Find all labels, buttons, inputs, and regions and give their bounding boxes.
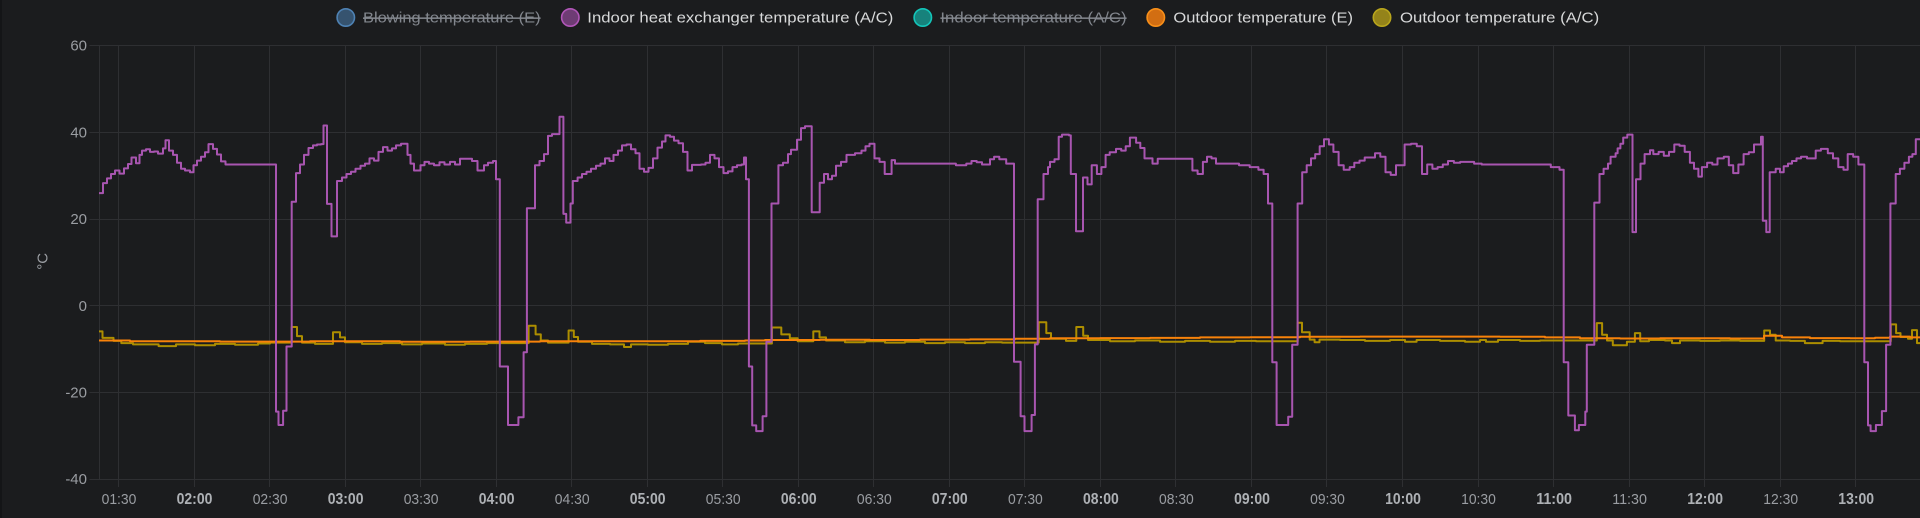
svg-text:Blowing temperature (E): Blowing temperature (E) [363, 10, 541, 27]
svg-text:08:00: 08:00 [1083, 491, 1119, 508]
svg-text:03:30: 03:30 [404, 491, 439, 508]
svg-text:12:30: 12:30 [1763, 491, 1798, 508]
svg-text:0: 0 [79, 298, 87, 315]
svg-text:11:00: 11:00 [1536, 491, 1572, 508]
svg-text:10:00: 10:00 [1385, 491, 1421, 508]
svg-text:12:00: 12:00 [1687, 491, 1723, 508]
svg-text:05:00: 05:00 [630, 491, 666, 508]
svg-text:-40: -40 [65, 471, 87, 488]
svg-text:°C: °C [35, 253, 52, 270]
svg-text:02:30: 02:30 [253, 491, 288, 508]
svg-text:-20: -20 [65, 385, 87, 402]
svg-text:01:30: 01:30 [102, 491, 137, 508]
svg-text:06:30: 06:30 [857, 491, 892, 508]
svg-text:03:00: 03:00 [328, 491, 364, 508]
svg-text:07:00: 07:00 [932, 491, 968, 508]
svg-text:09:00: 09:00 [1234, 491, 1270, 508]
svg-text:09:30: 09:30 [1310, 491, 1345, 508]
svg-text:13:00: 13:00 [1838, 491, 1874, 508]
svg-text:40: 40 [70, 124, 87, 141]
svg-text:08:30: 08:30 [1159, 491, 1194, 508]
svg-text:Indoor temperature (A/C): Indoor temperature (A/C) [940, 10, 1126, 27]
svg-text:Indoor heat exchanger temperat: Indoor heat exchanger temperature (A/C) [587, 10, 893, 27]
svg-text:07:30: 07:30 [1008, 491, 1043, 508]
svg-text:06:00: 06:00 [781, 491, 817, 508]
svg-text:Outdoor temperature (E): Outdoor temperature (E) [1173, 10, 1353, 27]
svg-text:60: 60 [70, 38, 87, 55]
svg-text:10:30: 10:30 [1461, 491, 1496, 508]
svg-text:11:30: 11:30 [1612, 491, 1647, 508]
svg-text:Outdoor temperature (A/C): Outdoor temperature (A/C) [1400, 10, 1599, 27]
svg-text:04:30: 04:30 [555, 491, 590, 508]
svg-text:20: 20 [70, 211, 87, 228]
svg-text:05:30: 05:30 [706, 491, 741, 508]
svg-text:04:00: 04:00 [479, 491, 515, 508]
svg-text:02:00: 02:00 [177, 491, 213, 508]
